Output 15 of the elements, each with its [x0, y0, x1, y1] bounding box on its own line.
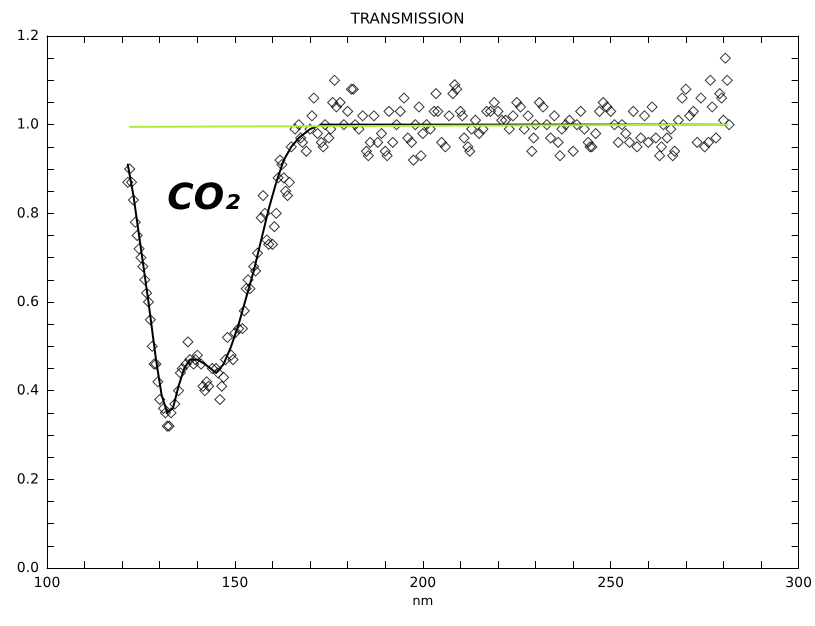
x-tick-label: 200: [409, 575, 436, 591]
y-tick-label: 0.4: [16, 382, 40, 399]
x-tick-label: 100: [34, 575, 60, 591]
x-tick-label: 300: [785, 575, 812, 591]
x-tick-label: 250: [597, 575, 624, 591]
x-tick-label: 150: [222, 575, 248, 591]
x-axis-title: nm: [412, 594, 434, 609]
y-tick-label: 1.0: [16, 116, 39, 133]
y-tick-label: 0.2: [16, 471, 39, 488]
y-tick-label: 1.2: [16, 28, 39, 44]
annotation: CO₂: [167, 177, 240, 218]
y-tick-label: 0.0: [16, 560, 39, 576]
chart-title: TRANSMISSION: [350, 10, 464, 28]
y-tick-label: 0.6: [16, 294, 40, 310]
y-tick-label: 0.8: [16, 205, 39, 222]
